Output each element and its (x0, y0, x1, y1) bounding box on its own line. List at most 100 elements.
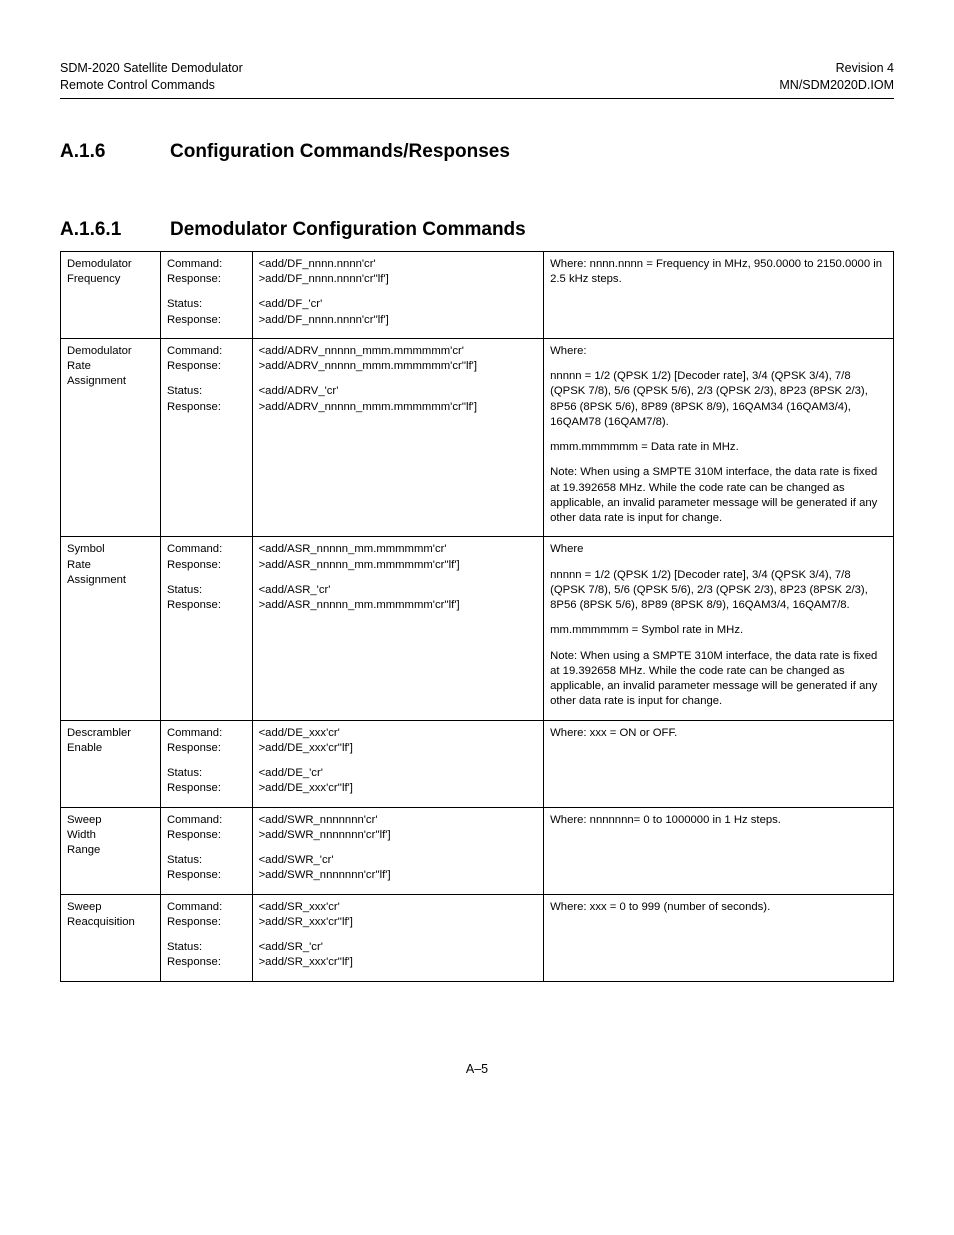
label-command: Command: (167, 900, 246, 915)
cmd-description: Where nnnnn = 1/2 (QPSK 1/2) [Decoder rat… (544, 537, 894, 720)
header-left: SDM-2020 Satellite Demodulator Remote Co… (60, 60, 243, 94)
desc-paragraph: Where: nnnn.nnnn = Frequency in MHz, 950… (550, 257, 887, 288)
cmd-description: Where: xxx = ON or OFF. (544, 720, 894, 807)
commands-table: DemodulatorFrequencyCommand:Response:Sta… (60, 252, 894, 982)
syntax-command: <add/ASR_nnnnn_mm.mmmmmm'cr' (259, 542, 538, 557)
cmd-labels: Command:Response:Status:Response: (160, 338, 252, 537)
desc-paragraph: Where: (550, 344, 887, 359)
cmd-name: DemodulatorFrequency (61, 252, 161, 339)
desc-paragraph: Where: xxx = 0 to 999 (number of seconds… (550, 900, 887, 915)
table-row: SymbolRateAssignment Command: Response:Sta… (61, 537, 894, 720)
cmd-syntax: <add/SR_xxx'cr'>add/SR_xxx'cr''lf'] <add/… (252, 894, 544, 981)
syntax-status-cmd: <add/DF_'cr' (259, 297, 538, 312)
label-response: Response: (167, 400, 246, 415)
cmd-syntax: <add/SWR_nnnnnnn'cr' >add/SWR_nnnnnnn'cr'… (252, 807, 544, 894)
table-row: DemodulatorRateAssignmentCommand:Respons… (61, 338, 894, 537)
syntax-response: >add/DE_xxx'cr''lf'] (259, 741, 538, 756)
cmd-name: DemodulatorRateAssignment (61, 338, 161, 537)
desc-paragraph: Where: xxx = ON or OFF. (550, 726, 887, 741)
subsection-heading: A.1.6.1Demodulator Configuration Command… (60, 219, 894, 241)
label-status: Status: (167, 583, 246, 598)
cmd-syntax: <add/DF_nnnn.nnnn'cr'>add/DF_nnnn.nnnn'c… (252, 252, 544, 339)
label-response: Response: (167, 781, 246, 796)
label-status: Status: (167, 297, 246, 312)
cmd-syntax: <add/ASR_nnnnn_mm.mmmmmm'cr'>add/ASR_nnn… (252, 537, 544, 720)
desc-paragraph: Where: nnnnnnn= 0 to 1000000 in 1 Hz ste… (550, 813, 887, 828)
cmd-description: Where: xxx = 0 to 999 (number of seconds… (544, 894, 894, 981)
syntax-status-resp: >add/DE_xxx'cr''lf'] (259, 781, 538, 796)
header-rule (60, 98, 894, 99)
label-response: Response: (167, 359, 246, 374)
table-row: DescramblerEnableCommand:Response:Status… (61, 720, 894, 807)
label-command: Command: (167, 257, 246, 272)
header-left-line1: SDM-2020 Satellite Demodulator (60, 60, 243, 77)
label-command: Command: (167, 344, 246, 359)
cmd-labels: Command:Response:Status:Response: (160, 894, 252, 981)
syntax-command: <add/DE_xxx'cr' (259, 726, 538, 741)
syntax-status-cmd: <add/ADRV_'cr' (259, 384, 538, 399)
label-response: Response: (167, 828, 246, 843)
table-row: SweepWidthRangeCommand:Response:Status:R… (61, 807, 894, 894)
label-command: Command: (167, 726, 246, 741)
syntax-response: >add/SR_xxx'cr''lf'] (259, 915, 538, 930)
desc-paragraph: mm.mmmmmm = Symbol rate in MHz. (550, 623, 887, 638)
label-response: Response: (167, 272, 246, 287)
cmd-labels: Command:Response:Status:Response: (160, 720, 252, 807)
label-response: Response: (167, 915, 246, 930)
subsection-number: A.1.6.1 (60, 219, 170, 241)
cmd-name: DescramblerEnable (61, 720, 161, 807)
desc-paragraph: mmm.mmmmmm = Data rate in MHz. (550, 440, 887, 455)
header-right-line2: MN/SDM2020D.IOM (779, 77, 894, 94)
syntax-status-resp: >add/ASR_nnnnn_mm.mmmmmm'cr''lf'] (259, 598, 538, 613)
syntax-response: >add/DF_nnnn.nnnn'cr''lf'] (259, 272, 538, 287)
syntax-response: >add/ADRV_nnnnn_mmm.mmmmmm'cr''lf'] (259, 359, 538, 374)
label-response: Response: (167, 741, 246, 756)
label-status: Status: (167, 853, 246, 868)
syntax-command: <add/SWR_nnnnnnn'cr' (259, 813, 538, 828)
table-row: SweepReacquisitionCommand:Response:Statu… (61, 894, 894, 981)
cmd-description: Where: nnnn.nnnn = Frequency in MHz, 950… (544, 252, 894, 339)
cmd-labels: Command:Response:Status:Response: (160, 807, 252, 894)
syntax-status-cmd: <add/SR_'cr' (259, 940, 538, 955)
syntax-status-resp: >add/DF_nnnn.nnnn'cr''lf'] (259, 313, 538, 328)
page-header: SDM-2020 Satellite Demodulator Remote Co… (60, 60, 894, 94)
label-response: Response: (167, 313, 246, 328)
cmd-syntax: <add/ADRV_nnnnn_mmm.mmmmmm'cr'>add/ADRV_… (252, 338, 544, 537)
subsection-title: Demodulator Configuration Commands (170, 219, 526, 240)
label-status: Status: (167, 940, 246, 955)
cmd-description: Where: nnnnn = 1/2 (QPSK 1/2) [Decoder ra… (544, 338, 894, 537)
cmd-name: SweepWidthRange (61, 807, 161, 894)
syntax-status-cmd: <add/DE_'cr' (259, 766, 538, 781)
syntax-command: <add/DF_nnnn.nnnn'cr' (259, 257, 538, 272)
syntax-status-resp: >add/ADRV_nnnnn_mmm.mmmmmm'cr''lf'] (259, 400, 538, 415)
label-response: Response: (167, 598, 246, 613)
syntax-command: <add/ADRV_nnnnn_mmm.mmmmmm'cr' (259, 344, 538, 359)
label-status: Status: (167, 384, 246, 399)
syntax-response: >add/ASR_nnnnn_mm.mmmmmm'cr''lf'] (259, 558, 538, 573)
label-command: Command: (167, 813, 246, 828)
page-number: A–5 (466, 1062, 488, 1076)
section-title: Configuration Commands/Responses (170, 141, 510, 162)
label-response: Response: (167, 868, 246, 883)
section-number: A.1.6 (60, 141, 170, 163)
desc-paragraph: nnnnn = 1/2 (QPSK 1/2) [Decoder rate], 3… (550, 568, 887, 614)
desc-paragraph: nnnnn = 1/2 (QPSK 1/2) [Decoder rate], 3… (550, 369, 887, 430)
document-page: SDM-2020 Satellite Demodulator Remote Co… (0, 0, 954, 1116)
label-response: Response: (167, 955, 246, 970)
cmd-syntax: <add/DE_xxx'cr'>add/DE_xxx'cr''lf']<add/… (252, 720, 544, 807)
table-row: DemodulatorFrequencyCommand:Response:Sta… (61, 252, 894, 339)
syntax-status-cmd: <add/ASR_'cr' (259, 583, 538, 598)
syntax-command: <add/SR_xxx'cr' (259, 900, 538, 915)
header-right-line1: Revision 4 (779, 60, 894, 77)
desc-paragraph: Note: When using a SMPTE 310M interface,… (550, 649, 887, 710)
syntax-status-resp: >add/SWR_nnnnnnn'cr''lf'] (259, 868, 538, 883)
label-command: Command: (167, 542, 246, 557)
desc-paragraph: Note: When using a SMPTE 310M interface,… (550, 465, 887, 526)
syntax-status-cmd: <add/SWR_'cr' (259, 853, 538, 868)
cmd-labels: Command:Response:Status:Response: (160, 537, 252, 720)
cmd-labels: Command:Response:Status:Response: (160, 252, 252, 339)
label-status: Status: (167, 766, 246, 781)
cmd-name: SymbolRateAssignment (61, 537, 161, 720)
cmd-description: Where: nnnnnnn= 0 to 1000000 in 1 Hz ste… (544, 807, 894, 894)
desc-paragraph: Where (550, 542, 887, 557)
